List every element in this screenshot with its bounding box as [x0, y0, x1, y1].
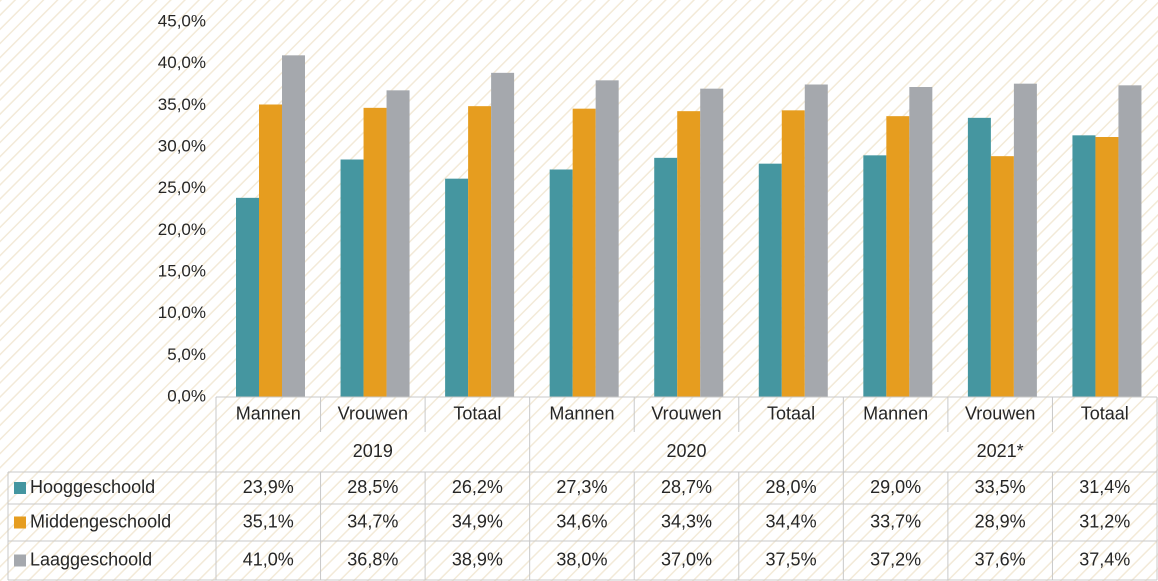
table-value: 36,8%	[347, 549, 398, 569]
y-tick-label: 40,0%	[158, 53, 206, 72]
x-tick-label: Vrouwen	[651, 403, 721, 423]
bar	[700, 88, 724, 398]
bar	[677, 111, 701, 398]
table-value: 38,9%	[452, 549, 503, 569]
table-value: 28,7%	[661, 477, 712, 497]
x-tick-label: Totaal	[453, 403, 501, 423]
table-value: 37,5%	[766, 549, 817, 569]
y-tick-label: 20,0%	[158, 220, 206, 239]
table-value: 41,0%	[243, 549, 294, 569]
table-value: 28,0%	[766, 477, 817, 497]
table-value: 23,9%	[243, 477, 294, 497]
bar	[491, 72, 515, 397]
bar	[654, 157, 678, 397]
bar	[886, 116, 910, 398]
legend-swatch	[14, 482, 26, 494]
bar	[1072, 135, 1096, 398]
table-value: 33,7%	[870, 511, 921, 531]
legend-label: Laaggeschoold	[30, 549, 152, 569]
bar	[549, 169, 573, 397]
bar	[595, 80, 619, 397]
table-value: 35,1%	[243, 511, 294, 531]
table-value: 38,0%	[556, 549, 607, 569]
table-value: 26,2%	[452, 477, 503, 497]
bar	[758, 163, 782, 397]
y-tick-label: 5,0%	[167, 345, 206, 364]
bar	[340, 159, 364, 397]
x-tick-label: Mannen	[863, 403, 928, 423]
table-value: 31,2%	[1079, 511, 1130, 531]
table-value: 34,3%	[661, 511, 712, 531]
table-value: 33,5%	[975, 477, 1026, 497]
x-tick-label: Vrouwen	[965, 403, 1035, 423]
y-tick-label: 15,0%	[158, 261, 206, 280]
table-value: 27,3%	[556, 477, 607, 497]
y-tick-label: 45,0%	[158, 11, 206, 30]
x-tick-label: Totaal	[1081, 403, 1129, 423]
y-tick-label: 10,0%	[158, 303, 206, 322]
bar	[445, 178, 469, 397]
group-label: 2020	[666, 441, 706, 461]
y-tick-label: 0,0%	[167, 386, 206, 405]
table-value: 34,9%	[452, 511, 503, 531]
bar	[572, 108, 596, 398]
x-tick-label: Mannen	[236, 403, 301, 423]
legend-label: Middengeschoold	[30, 511, 171, 531]
bar	[259, 104, 282, 397]
legend-swatch	[14, 554, 26, 567]
bar	[1118, 85, 1142, 397]
table-value: 28,9%	[975, 511, 1026, 531]
bar	[967, 117, 991, 397]
bar	[236, 197, 259, 397]
y-tick-label: 30,0%	[158, 136, 206, 155]
table-value: 28,5%	[347, 477, 398, 497]
x-tick-label: Mannen	[549, 403, 614, 423]
y-tick-label: 35,0%	[158, 95, 206, 114]
bar	[863, 155, 887, 397]
x-tick-label: Totaal	[767, 403, 815, 423]
table-value: 29,0%	[870, 477, 921, 497]
bar	[804, 84, 828, 397]
y-tick-label: 25,0%	[158, 178, 206, 197]
legend-swatch	[14, 516, 26, 529]
bar	[1013, 83, 1037, 398]
group-label: 2019	[353, 441, 393, 461]
bar	[781, 110, 805, 397]
bar	[363, 107, 387, 397]
bar	[386, 90, 410, 397]
x-tick-label: Vrouwen	[338, 403, 408, 423]
group-label: 2021*	[977, 441, 1024, 461]
bar	[990, 156, 1014, 397]
bar	[909, 87, 933, 397]
table-value: 37,2%	[870, 549, 921, 569]
bar	[282, 55, 305, 397]
table-value: 34,7%	[347, 511, 398, 531]
table-value: 34,6%	[556, 511, 607, 531]
table-value: 34,4%	[766, 511, 817, 531]
table-value: 37,6%	[975, 549, 1026, 569]
table-value: 31,4%	[1079, 477, 1130, 497]
bar	[1095, 137, 1119, 397]
bar	[468, 106, 492, 398]
table-value: 37,0%	[661, 549, 712, 569]
legend-label: Hooggeschoold	[30, 477, 155, 497]
table-value: 37,4%	[1079, 549, 1130, 569]
